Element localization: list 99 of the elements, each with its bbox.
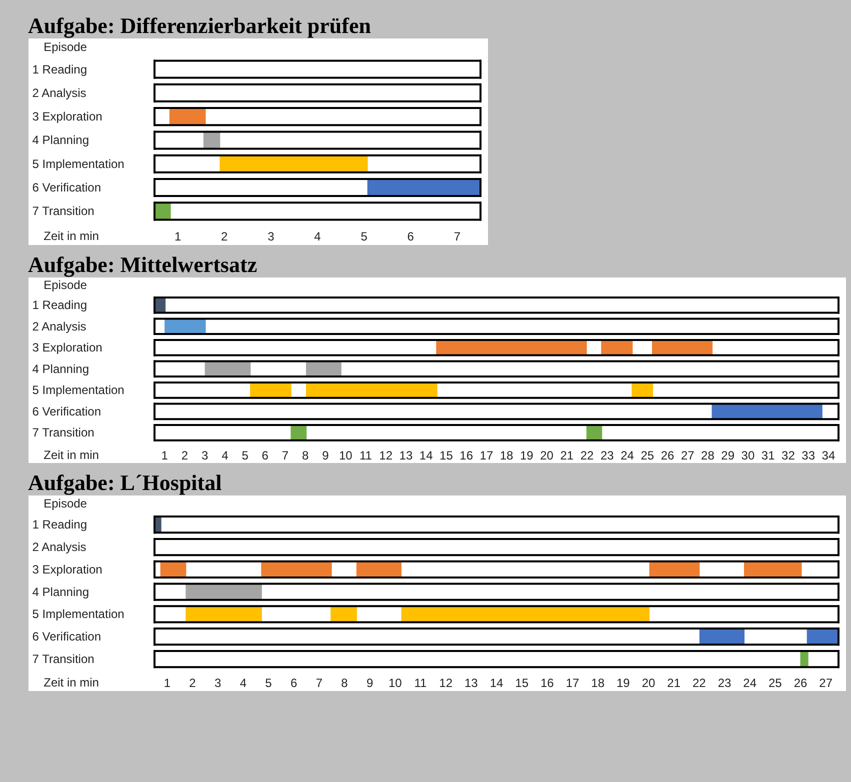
y-tick-label: 3 Exploration [32,340,102,355]
x-tick-label: 19 [520,448,534,462]
x-tick-label: 26 [660,448,674,462]
y-tick-label: 7 Transition [32,652,94,666]
x-tick-label: 9 [322,448,330,462]
x-tick-label: 29 [721,448,735,462]
x-axis-title: Zeit in min [44,448,99,462]
x-tick-label: 26 [794,676,808,690]
x-tick-label: 6 [262,448,269,462]
chart-title: Aufgabe: Mittelwertsatz [28,252,258,277]
x-tick-label: 13 [464,676,478,690]
y-tick-label: 7 Transition [32,426,94,440]
y-tick-label: 3 Exploration [32,110,102,124]
x-tick-label: 21 [667,676,681,690]
x-tick-label: 9 [366,676,374,690]
y-tick-label: 3 Exploration [32,562,102,576]
x-tick-label: 25 [768,676,782,690]
x-tick-label: 2 [181,448,188,462]
x-tick-label: 1 [161,448,168,462]
x-tick-label: 16 [460,448,474,462]
x-tick-label: 32 [782,448,796,462]
y-tick-label: 5 Implementation [32,156,124,171]
x-tick-label: 3 [214,676,222,690]
x-tick-label: 4 [222,448,229,462]
x-tick-label: 17 [480,448,494,462]
y-tick-label: 5 Implementation [32,607,124,622]
x-tick-label: 21 [560,448,574,462]
x-tick-label: 27 [819,676,833,690]
x-tick-label: 25 [640,448,654,462]
x-tick-label: 13 [399,448,413,462]
y-tick-label: 4 Planning [32,133,89,148]
x-tick-label: 12 [379,448,393,462]
x-tick-label: 7 [454,230,461,244]
x-tick-label: 16 [540,676,554,690]
x-tick-label: 5 [242,448,249,462]
x-tick-label: 22 [580,448,594,462]
x-axis-title: Zeit in min [44,676,99,690]
x-tick-label: 15 [515,676,529,690]
x-tick-label: 7 [316,676,323,690]
x-tick-label: 11 [360,448,372,462]
chart-title: Aufgabe: Differenzierbarkeit prüfen [28,13,371,38]
x-tick-label: 28 [701,448,715,462]
y-tick-label: 4 Planning [32,362,89,376]
y-tick-label: 1 Reading [32,62,87,76]
y-tick-label: 1 Reading [32,298,87,312]
x-tick-label: 1 [174,230,182,244]
x-tick-label: 33 [802,448,816,462]
x-tick-label: 34 [822,448,836,462]
y-tick-label: 6 Verification [32,404,101,418]
x-tick-label: 1 [164,676,171,690]
x-tick-label: 14 [419,448,434,462]
x-tick-label: 24 [743,676,757,690]
chart-title: Aufgabe: L´Hospital [28,470,222,495]
bar [800,650,808,668]
x-tick-label: 5 [265,676,272,690]
y-axis-title: Episode [44,278,88,292]
x-tick-label: 4 [314,230,322,244]
x-tick-label: 7 [282,448,289,462]
y-tick-label: 2 Analysis [32,540,86,554]
x-tick-label: 8 [341,676,348,690]
x-tick-label: 27 [680,448,695,462]
x-tick-label: 18 [591,676,605,690]
x-tick-label: 23 [600,448,614,462]
x-tick-label: 5 [360,230,368,244]
x-tick-label: 14 [490,676,504,690]
y-tick-label: 5 Implementation [32,383,124,398]
x-tick-label: 3 [201,448,208,462]
x-tick-label: 15 [440,448,454,462]
x-tick-label: 30 [741,448,755,462]
x-tick-label: 10 [388,676,402,690]
x-tick-label: 11 [414,676,428,690]
y-tick-label: 6 Verification [32,630,101,644]
y-tick-label: 7 Transition [32,204,94,218]
y-tick-label: 4 Planning [32,584,89,599]
x-tick-label: 10 [338,448,353,462]
x-tick-label: 20 [540,448,554,462]
y-axis-title: Episode [44,40,88,54]
x-tick-label: 3 [268,230,275,244]
x-tick-label: 31 [761,448,776,462]
x-tick-label: 2 [221,230,228,244]
x-tick-label: 2 [189,676,196,690]
y-axis-title: Episode [44,496,88,510]
x-tick-label: 6 [290,676,298,690]
x-tick-label: 4 [240,676,247,690]
x-tick-label: 23 [718,676,732,690]
x-tick-label: 20 [642,676,656,690]
x-tick-label: 22 [692,676,706,690]
x-tick-label: 12 [439,676,453,690]
x-tick-label: 17 [566,676,580,690]
x-tick-label: 19 [616,676,630,690]
y-tick-label: 6 Verification [32,180,101,195]
y-tick-label: 1 Reading [32,518,87,532]
x-tick-label: 6 [407,230,414,244]
x-tick-label: 8 [302,448,310,462]
x-tick-label: 18 [500,448,514,462]
y-tick-label: 2 Analysis [32,86,86,100]
x-axis-title: Zeit in min [44,229,99,244]
y-tick-label: 2 Analysis [32,319,86,334]
x-tick-label: 24 [620,448,634,462]
